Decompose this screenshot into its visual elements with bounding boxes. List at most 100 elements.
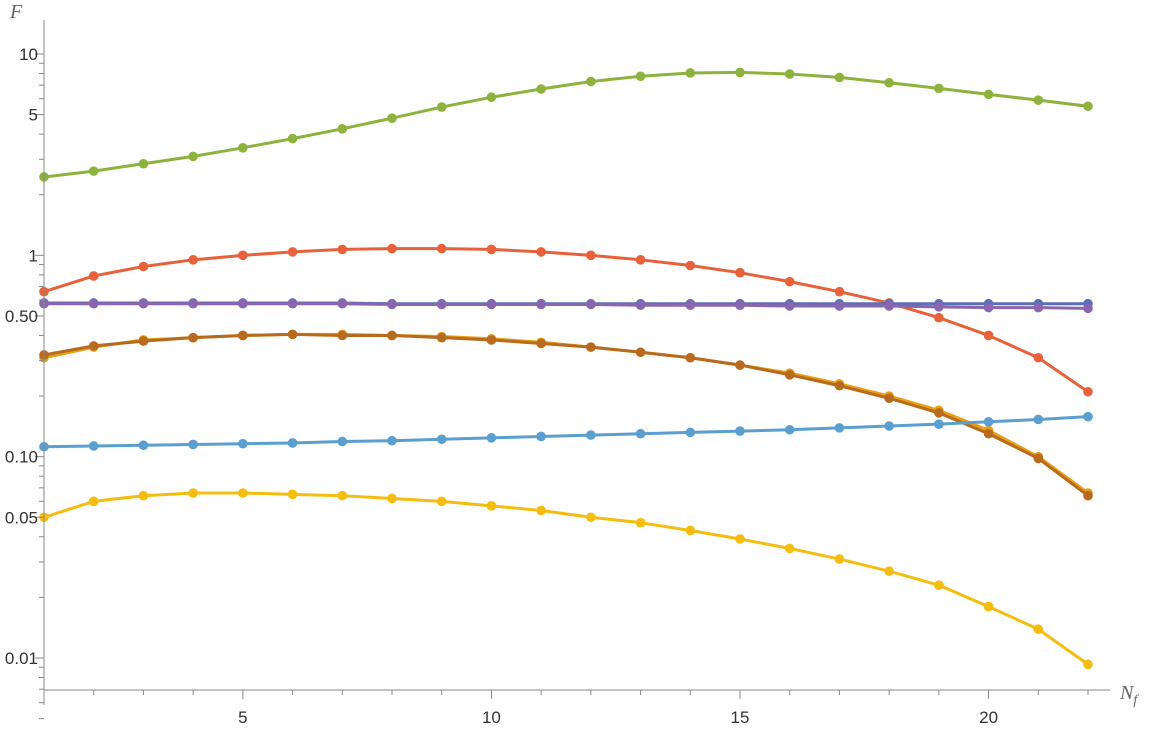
data-point (536, 338, 546, 349)
data-point (784, 543, 795, 554)
data-point (536, 247, 546, 257)
data-point (1033, 95, 1044, 105)
data-point (188, 298, 198, 309)
data-point (238, 250, 248, 261)
data-point (436, 243, 447, 254)
data-point (834, 301, 845, 311)
data-point (287, 247, 298, 257)
series-line (43, 415, 1089, 449)
data-point (1083, 659, 1093, 670)
data-point (138, 158, 149, 169)
data-point (884, 393, 894, 404)
x-tick-label: 5 (238, 708, 247, 727)
series-line (43, 491, 1089, 666)
data-point (1033, 414, 1044, 425)
data-point (287, 298, 298, 309)
data-point (188, 151, 198, 162)
series-2 (39, 243, 1093, 397)
data-point (586, 250, 596, 261)
data-point (685, 300, 696, 311)
data-point (834, 286, 845, 297)
data-point (188, 255, 198, 265)
data-point (238, 330, 248, 341)
data-point (1083, 386, 1093, 397)
data-point (735, 360, 745, 370)
data-point (735, 67, 745, 78)
data-point (1033, 453, 1044, 464)
data-point (337, 330, 348, 341)
data-point (834, 554, 845, 564)
data-point (784, 370, 795, 380)
data-point (983, 428, 994, 439)
data-point (387, 299, 397, 310)
y-tick-label: 0.01 (5, 649, 38, 668)
data-point (287, 438, 298, 448)
data-point (387, 493, 397, 504)
series-line (44, 302, 1089, 310)
data-point (536, 84, 546, 94)
data-point (486, 244, 497, 255)
data-point (387, 330, 397, 341)
data-point (983, 601, 994, 612)
data-point (635, 517, 646, 528)
data-point (784, 301, 795, 311)
series-7 (39, 411, 1093, 452)
y-tick-label: 1 (29, 246, 38, 265)
data-point (88, 271, 99, 281)
data-point (934, 83, 944, 94)
data-point (188, 332, 198, 343)
data-point (337, 124, 348, 134)
data-point (586, 430, 596, 440)
data-point (1083, 303, 1093, 314)
data-point (436, 102, 447, 112)
data-point (387, 243, 397, 254)
data-point (188, 439, 198, 450)
data-point (138, 336, 149, 346)
x-axis-label-main: N (1119, 682, 1135, 704)
data-point (784, 69, 795, 79)
y-tick-label: 5 (29, 106, 38, 125)
data-point (784, 424, 795, 435)
x-tick-label: 10 (482, 708, 501, 727)
data-point (735, 267, 745, 278)
series-line (43, 70, 1089, 179)
data-point (1083, 411, 1093, 422)
data-point (387, 113, 397, 123)
series-1 (39, 67, 1093, 182)
y-tick-label: 0.10 (5, 448, 38, 467)
series-line (43, 247, 1089, 394)
x-axis-label-subscript: f (1133, 693, 1139, 708)
data-point (685, 260, 696, 271)
data-point (88, 166, 99, 176)
data-point (983, 417, 994, 427)
data-point (735, 426, 745, 436)
y-tick-label: 0.50 (5, 307, 38, 326)
data-point (138, 298, 149, 309)
data-point (436, 332, 447, 343)
data-point (287, 133, 298, 144)
y-tick-label: 0.05 (5, 508, 38, 527)
data-point (784, 276, 795, 287)
data-point (337, 244, 348, 255)
data-point (884, 77, 894, 88)
data-point (337, 490, 348, 501)
data-point (138, 490, 149, 501)
axes (43, 20, 1110, 705)
data-point (287, 329, 298, 340)
data-point (88, 496, 99, 507)
series-6 (39, 329, 1093, 501)
data-point (88, 298, 99, 309)
data-point (934, 408, 944, 418)
data-point (735, 534, 745, 544)
series-8 (39, 488, 1093, 670)
data-point (1083, 101, 1093, 112)
data-point (436, 299, 447, 310)
data-point (138, 261, 149, 272)
data-point (486, 335, 497, 345)
data-point (337, 436, 348, 447)
data-point (238, 488, 248, 498)
data-point (238, 298, 248, 309)
plot-series (39, 67, 1093, 670)
data-point (387, 435, 397, 446)
